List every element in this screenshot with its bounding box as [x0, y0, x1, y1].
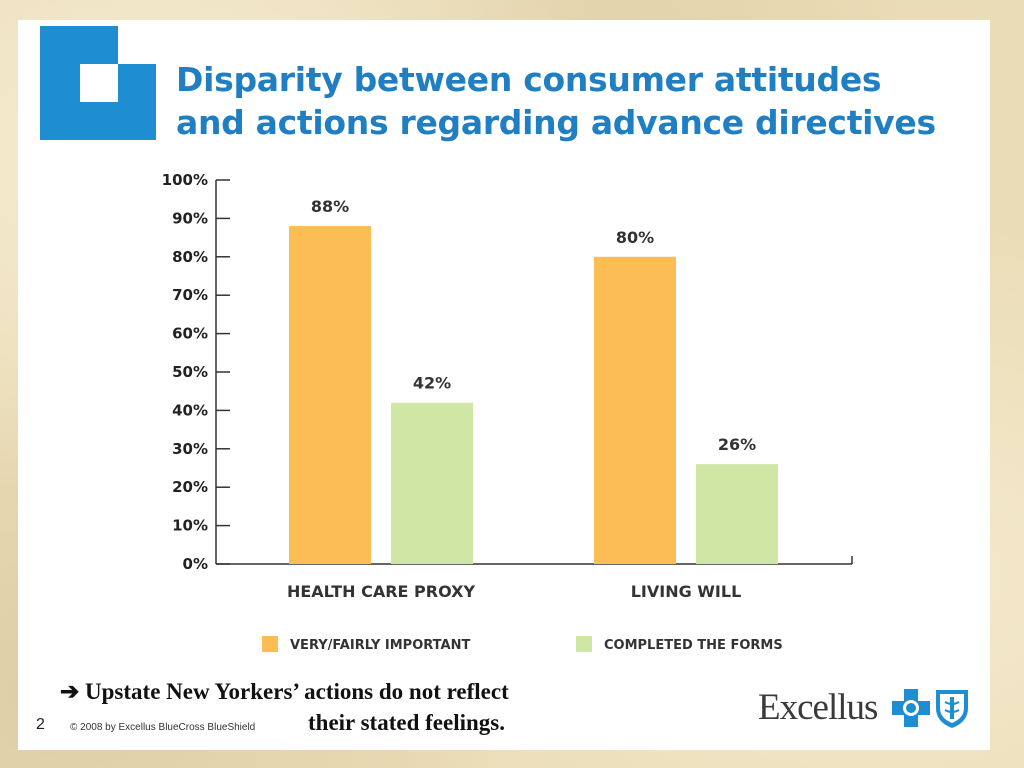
data-label: 80% — [616, 228, 654, 247]
y-tick-label: 0% — [183, 555, 208, 573]
y-tick-label: 100% — [162, 171, 208, 189]
takeaway-line-1: Upstate New Yorkers’ actions do not refl… — [85, 679, 509, 704]
y-tick-label: 40% — [172, 401, 208, 419]
title-line-1: Disparity between consumer attitudes — [176, 60, 882, 99]
slide-panel — [18, 20, 990, 750]
legend-swatch — [576, 636, 592, 652]
y-ticks: 0% 10% 20% 30% 40% 50% 60% 70% 80% 90% 100% — [162, 171, 230, 573]
legend-label: COMPLETED THE FORMS — [604, 638, 783, 653]
page-number: 2 — [36, 716, 45, 733]
data-label: 42% — [413, 374, 451, 393]
y-tick-label: 20% — [172, 478, 208, 496]
y-tick-label: 50% — [172, 363, 208, 381]
data-label: 26% — [718, 435, 756, 454]
bar — [289, 226, 371, 564]
bar — [696, 464, 778, 564]
logo-square-small — [40, 102, 80, 140]
takeaway-text: ➔ Upstate New Yorkers’ actions do not re… — [60, 676, 700, 738]
brand-name: Excellus — [758, 687, 878, 728]
copyright-text: © 2008 by Excellus BlueCross BlueShield — [70, 722, 256, 733]
category-labels: HEALTH CARE PROXY LIVING WILL — [287, 582, 741, 601]
data-label: 88% — [311, 197, 349, 216]
bar — [594, 256, 676, 564]
category-label: LIVING WILL — [631, 582, 742, 601]
legend-label: VERY/FAIRLY IMPORTANT — [290, 638, 470, 653]
takeaway-line-2: their stated feelings. — [308, 710, 505, 735]
chart-bars — [289, 226, 778, 564]
y-tick-label: 30% — [172, 440, 208, 458]
bar — [391, 402, 473, 564]
y-tick-label: 90% — [172, 209, 208, 227]
legend-swatch — [262, 636, 278, 652]
slide-title: Disparity between consumer attitudes and… — [176, 58, 976, 144]
y-tick-label: 80% — [172, 248, 208, 266]
title-line-2: and actions regarding advance directives — [176, 103, 936, 142]
chart-legend: VERY/FAIRLY IMPORTANT COMPLETED THE FORMS — [262, 636, 783, 653]
y-tick-label: 60% — [172, 325, 208, 343]
y-tick-label: 70% — [172, 286, 208, 304]
y-tick-label: 10% — [172, 517, 208, 535]
bluecross-blueshield-icon — [892, 689, 968, 728]
category-label: HEALTH CARE PROXY — [287, 582, 475, 601]
data-labels: 88% 42% 80% 26% — [311, 197, 756, 454]
logo-notch — [80, 64, 118, 102]
arrow-icon: ➔ — [60, 679, 80, 704]
